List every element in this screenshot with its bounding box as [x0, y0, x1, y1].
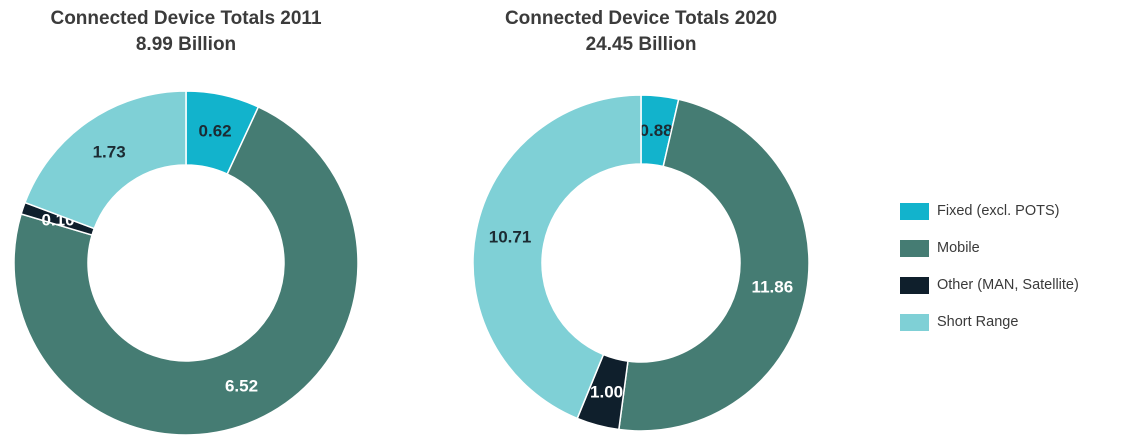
- legend-label-short-range: Short Range: [937, 314, 1018, 330]
- data-label-mobile: 11.86: [752, 277, 794, 296]
- data-label-other: 1.00: [590, 382, 623, 401]
- legend-item-mobile: Mobile: [900, 239, 1120, 257]
- chart-subtitle-text: 24.45 Billion: [455, 32, 827, 58]
- legend-label-fixed: Fixed (excl. POTS): [937, 203, 1059, 219]
- legend-swatch-short-range: [900, 314, 929, 331]
- chart-title-text: Connected Device Totals 2011: [0, 6, 372, 32]
- chart-legend: Fixed (excl. POTS) Mobile Other (MAN, Sa…: [900, 202, 1120, 350]
- legend-swatch-other: [900, 277, 929, 294]
- legend-item-fixed: Fixed (excl. POTS): [900, 202, 1120, 220]
- data-label-mobile: 6.52: [225, 377, 258, 396]
- donut-chart-2020: 0.88 11.86 1.00 10.71: [455, 85, 827, 441]
- legend-label-mobile: Mobile: [937, 240, 980, 256]
- chart-subtitle-text: 8.99 Billion: [0, 32, 372, 58]
- legend-swatch-fixed: [900, 203, 929, 220]
- legend-item-short-range: Short Range: [900, 313, 1120, 331]
- donut-chart-2011: 0.626.520.101.73: [0, 85, 372, 441]
- data-label-short-range: 10.71: [489, 228, 532, 247]
- data-label-short-range: 1.73: [93, 143, 126, 162]
- data-label-fixed: 0.88: [640, 121, 673, 140]
- legend-swatch-mobile: [900, 240, 929, 257]
- legend-item-other: Other (MAN, Satellite): [900, 276, 1120, 294]
- chart-title-text: Connected Device Totals 2020: [455, 6, 827, 32]
- legend-label-other: Other (MAN, Satellite): [937, 277, 1079, 293]
- data-label-fixed: 0.62: [199, 122, 232, 141]
- chart-title-2011: Connected Device Totals 2011 8.99 Billio…: [0, 6, 372, 58]
- chart-title-2020: Connected Device Totals 2020 24.45 Billi…: [455, 6, 827, 58]
